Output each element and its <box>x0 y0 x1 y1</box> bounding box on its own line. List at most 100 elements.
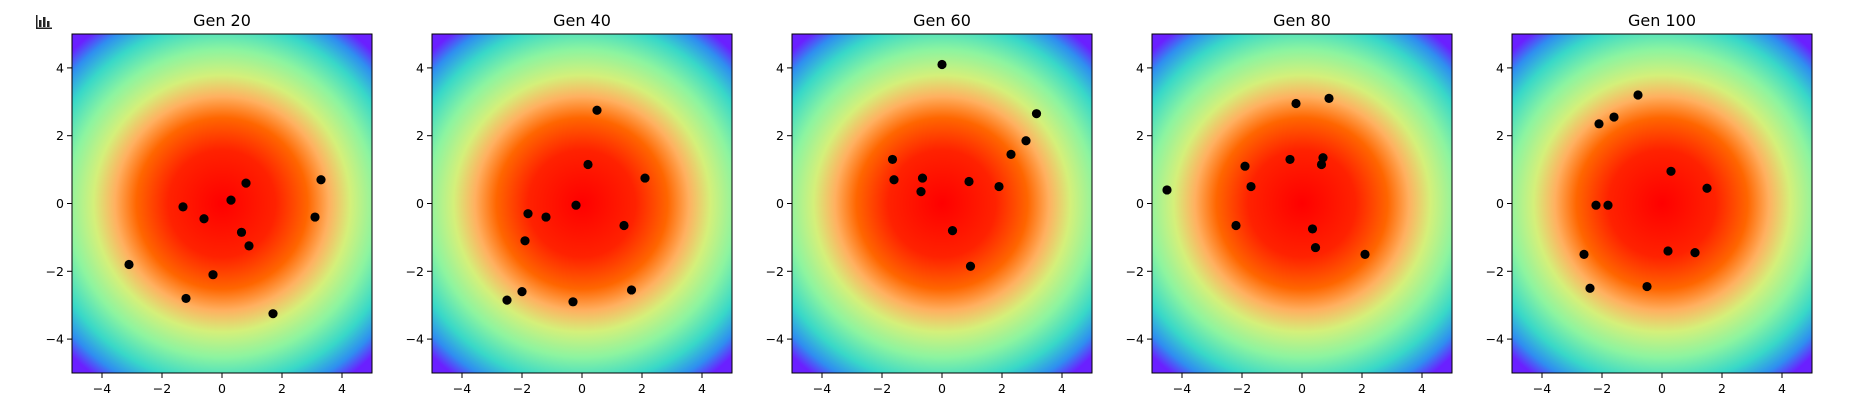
heatmap-background <box>1512 34 1812 373</box>
data-point <box>1307 224 1318 234</box>
panel-gen-1: Gen 20 −4 −2 0 2 4 −4 −2 0 2 4 <box>46 11 373 396</box>
x-tick-label: 2 <box>1718 381 1726 396</box>
heatmap-background <box>72 34 372 373</box>
data-point <box>1310 242 1321 253</box>
data-point <box>937 59 947 70</box>
data-point <box>226 195 236 205</box>
data-point <box>1291 98 1301 109</box>
data-point <box>917 173 928 183</box>
data-point <box>1162 185 1172 195</box>
data-point <box>964 176 974 187</box>
data-point <box>1031 109 1042 119</box>
x-tick-label: 2 <box>1358 381 1366 396</box>
x-tick-label: −2 <box>873 381 891 396</box>
x-tick-label: −2 <box>153 381 171 396</box>
data-point <box>541 212 551 222</box>
data-point <box>916 187 926 197</box>
data-point <box>268 309 278 319</box>
y-tick-label: 2 <box>416 128 424 143</box>
data-point <box>1702 183 1712 193</box>
data-point <box>1246 181 1256 192</box>
y-tick-label: 0 <box>416 196 424 211</box>
y-tick-label: 0 <box>1496 196 1504 211</box>
data-point <box>181 293 191 304</box>
data-point <box>994 181 1004 192</box>
data-point <box>502 295 512 305</box>
y-tick-label: 2 <box>56 128 64 143</box>
data-point <box>1585 283 1595 293</box>
data-point <box>1240 161 1250 171</box>
data-point <box>640 173 650 183</box>
panel-title: Gen 40 <box>553 11 611 30</box>
x-tick-label: −4 <box>453 381 471 396</box>
y-tick-label: −4 <box>766 332 784 347</box>
x-tick-label: −2 <box>1233 381 1251 396</box>
data-point <box>1316 159 1327 170</box>
panel-gen-2: Gen 40 −4 −2 0 2 4 −4 −2 0 2 4 <box>406 11 733 396</box>
heatmap-background <box>432 34 732 373</box>
y-tick-label: 0 <box>1136 196 1144 211</box>
x-tick-label: 4 <box>338 381 346 396</box>
x-tick-label: −4 <box>93 381 111 396</box>
x-tick-label: 4 <box>698 381 706 396</box>
panel-title: Gen 60 <box>913 11 971 30</box>
data-point <box>583 159 593 170</box>
x-tick-label: −2 <box>1593 381 1611 396</box>
data-point <box>310 212 320 222</box>
heatmap-background <box>1152 34 1452 373</box>
data-point <box>1285 154 1295 165</box>
x-tick-label: 0 <box>1298 381 1306 396</box>
y-tick-label: 2 <box>776 128 784 143</box>
data-point <box>1666 166 1676 176</box>
data-point <box>236 227 247 237</box>
data-point <box>626 285 637 295</box>
data-point <box>124 259 134 270</box>
panel-title: Gen 80 <box>1273 11 1331 30</box>
data-point <box>316 175 326 185</box>
data-point <box>571 200 581 210</box>
data-point <box>1231 220 1241 231</box>
panel-gen-5: Gen 100 −4 −2 0 2 4 −4 −2 0 2 4 <box>1486 11 1813 396</box>
y-tick-label: −2 <box>406 264 424 279</box>
y-tick-label: 0 <box>56 196 64 211</box>
y-tick-label: 4 <box>1496 60 1504 75</box>
data-point <box>523 209 533 219</box>
y-tick-label: −2 <box>46 264 64 279</box>
y-tick-label: 4 <box>56 60 64 75</box>
panel-gen-3: Gen 60 −4 −2 0 2 4 −4 −2 0 2 4 <box>766 11 1093 396</box>
y-tick-label: −2 <box>1126 264 1144 279</box>
y-tick-label: 2 <box>1496 128 1504 143</box>
y-tick-label: 4 <box>416 60 424 75</box>
x-tick-label: 0 <box>578 381 586 396</box>
x-tick-label: −2 <box>513 381 531 396</box>
y-tick-label: 2 <box>1136 128 1144 143</box>
x-tick-label: 2 <box>278 381 286 396</box>
x-tick-label: 4 <box>1778 381 1786 396</box>
data-point <box>592 105 602 115</box>
x-tick-label: 2 <box>998 381 1006 396</box>
data-point <box>619 220 629 231</box>
data-point <box>1663 246 1673 256</box>
data-point <box>887 154 898 165</box>
data-point <box>1642 281 1652 292</box>
data-point <box>199 214 209 224</box>
data-point <box>1324 93 1334 104</box>
data-point <box>178 202 188 212</box>
panel-title: Gen 100 <box>1628 11 1696 30</box>
data-point <box>241 178 251 188</box>
data-point <box>1579 249 1589 259</box>
y-tick-label: 4 <box>1136 60 1144 75</box>
y-tick-label: −4 <box>1126 332 1144 347</box>
x-tick-label: 0 <box>1658 381 1666 396</box>
data-point <box>1603 200 1613 210</box>
heatmap-background <box>792 34 1092 373</box>
y-tick-label: −4 <box>406 332 424 347</box>
data-point <box>1360 249 1370 259</box>
y-tick-label: 0 <box>776 196 784 211</box>
data-point <box>1690 248 1700 258</box>
data-point <box>520 236 530 246</box>
data-point <box>947 226 958 236</box>
data-point <box>1609 112 1619 122</box>
x-tick-label: −4 <box>1173 381 1191 396</box>
bar-chart-icon[interactable] <box>36 14 52 29</box>
